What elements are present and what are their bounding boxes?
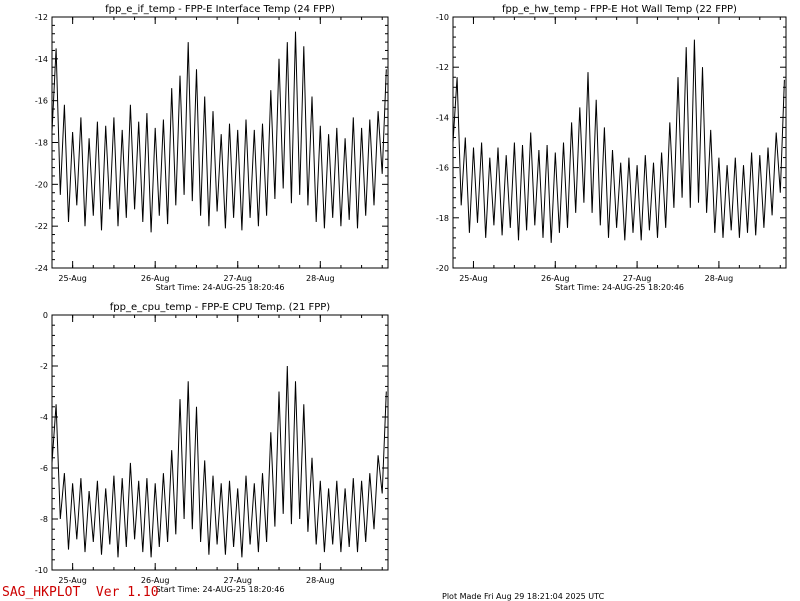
x-tick-label: 26-Aug: [541, 274, 570, 283]
y-tick-label: -20: [35, 180, 48, 189]
x-tick-label: 25-Aug: [58, 576, 87, 585]
y-tick-label: -20: [436, 264, 449, 273]
y-tick-label: -22: [35, 222, 48, 231]
chart-panel-2: fpp_e_hw_temp - FPP-E Hot Wall Temp (22 …: [436, 4, 787, 292]
chart-panel-1: fpp_e_if_temp - FPP-E Interface Temp (24…: [35, 4, 389, 292]
y-tick-label: -10: [35, 566, 48, 575]
y-tick-label: -12: [35, 13, 48, 22]
chart-title: fpp_e_hw_temp - FPP-E Hot Wall Temp (22 …: [502, 4, 737, 15]
y-tick-label: -10: [436, 13, 449, 22]
x-tick-label: 25-Aug: [58, 274, 87, 283]
x-tick-label: 28-Aug: [306, 576, 335, 585]
y-tick-label: -14: [436, 113, 449, 122]
y-tick-label: 0: [43, 311, 48, 320]
y-tick-label: -16: [35, 97, 48, 106]
y-tick-label: -6: [40, 464, 48, 473]
plot-frame: [51, 314, 389, 571]
x-tick-label: 25-Aug: [459, 274, 488, 283]
plot-made-timestamp: Plot Made Fri Aug 29 18:21:04 2025 UTC: [442, 592, 605, 601]
y-tick-label: -18: [35, 139, 48, 148]
x-tick-label: 27-Aug: [623, 274, 652, 283]
x-tick-label: 26-Aug: [141, 576, 170, 585]
y-tick-label: -18: [436, 214, 449, 223]
start-time-label: Start Time: 24-AUG-25 18:20:46: [156, 283, 285, 292]
series-line: [51, 365, 387, 558]
series-line: [452, 39, 785, 243]
start-time-label: Start Time: 24-AUG-25 18:20:46: [156, 585, 285, 594]
y-tick-label: -24: [35, 264, 48, 273]
y-tick-label: -16: [436, 164, 449, 173]
chart-title: fpp_e_cpu_temp - FPP-E CPU Temp. (21 FPP…: [110, 302, 331, 313]
plot-frame: [452, 16, 787, 269]
program-version-label: SAG_HKPLOT Ver 1.10: [2, 585, 159, 600]
y-tick-label: -2: [40, 362, 48, 371]
x-tick-label: 28-Aug: [705, 274, 734, 283]
x-tick-label: 27-Aug: [223, 274, 252, 283]
chart-panel-3: fpp_e_cpu_temp - FPP-E CPU Temp. (21 FPP…: [35, 302, 389, 594]
start-time-label: Start Time: 24-AUG-25 18:20:46: [555, 283, 684, 292]
chart-title: fpp_e_if_temp - FPP-E Interface Temp (24…: [105, 4, 335, 15]
y-tick-label: -14: [35, 55, 48, 64]
series-line: [51, 31, 387, 233]
y-tick-label: -12: [436, 63, 449, 72]
x-tick-label: 26-Aug: [141, 274, 170, 283]
x-tick-label: 28-Aug: [306, 274, 335, 283]
y-tick-label: -4: [40, 413, 48, 422]
y-tick-label: -8: [40, 515, 48, 524]
x-tick-label: 27-Aug: [223, 576, 252, 585]
